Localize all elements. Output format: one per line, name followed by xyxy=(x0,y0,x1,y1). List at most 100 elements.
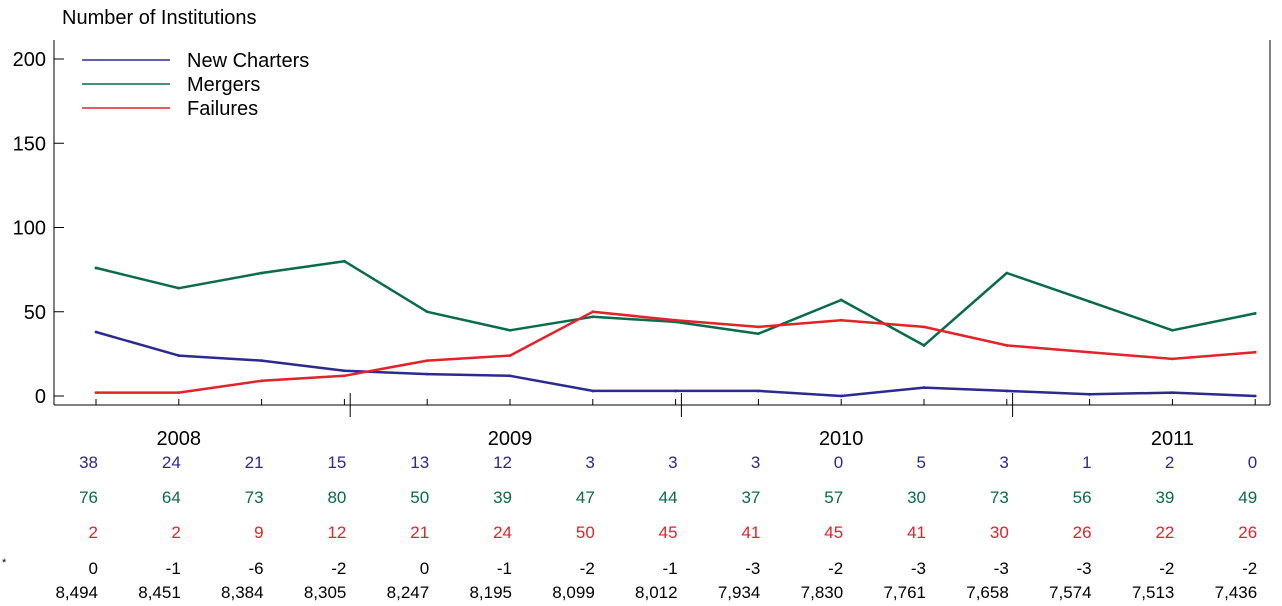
legend-label: Failures xyxy=(187,98,258,120)
series-point xyxy=(94,330,98,334)
table-cell: 7,658 xyxy=(966,583,1009,602)
series-point xyxy=(177,354,181,357)
series-line xyxy=(96,310,1256,394)
table-cell: 8,012 xyxy=(635,583,678,602)
series-point xyxy=(922,344,926,347)
table-cell: 8,099 xyxy=(552,583,595,602)
table-cell: 41 xyxy=(907,523,926,542)
series-point xyxy=(591,310,595,314)
table-cell: -3 xyxy=(994,559,1009,578)
table-cell: 5 xyxy=(917,453,926,472)
data-table: 38 24 21 15 13 12 3 3 3 0 5 3 1 2 076 64 73 80 50 39 47 44 37 5… xyxy=(2,453,1257,602)
series-point xyxy=(674,389,677,393)
series-point xyxy=(508,328,512,332)
table-cell: -6 xyxy=(248,559,263,578)
table-cell: 8,195 xyxy=(469,583,512,602)
series-point xyxy=(922,325,926,329)
table-cell: 73 xyxy=(245,488,264,507)
series-point xyxy=(343,369,346,373)
series-point xyxy=(1171,357,1174,361)
series-point xyxy=(1088,300,1091,304)
series-point xyxy=(1253,312,1257,315)
table-cell: 24 xyxy=(493,523,512,542)
table-cell: 12 xyxy=(493,453,512,472)
series-point xyxy=(1005,271,1009,275)
series-point xyxy=(591,315,595,319)
table-cell: -3 xyxy=(911,559,926,578)
table-cell: 7,513 xyxy=(1132,583,1175,602)
series-point xyxy=(1253,394,1257,398)
table-cell: 44 xyxy=(659,488,678,507)
table-cell: 76 xyxy=(79,488,98,507)
series-point xyxy=(757,389,760,393)
legend-label: Mergers xyxy=(187,74,260,96)
table-cell: 22 xyxy=(1155,523,1174,542)
series-point xyxy=(1088,392,1091,396)
table-cell: 21 xyxy=(245,453,264,472)
series-point xyxy=(1005,389,1009,393)
series-point xyxy=(1088,350,1091,354)
table-cell: 8,451 xyxy=(138,583,181,602)
series-point xyxy=(922,386,926,389)
series-point xyxy=(839,394,843,398)
table-cell: 8,247 xyxy=(387,583,430,602)
table-row-marker: * xyxy=(2,557,7,569)
series-point xyxy=(177,286,181,290)
table-cell: 2 xyxy=(171,523,180,542)
y-tick-label: 0 xyxy=(35,386,46,408)
series-point xyxy=(674,318,677,322)
table-cell: 3 xyxy=(751,453,760,472)
table-cell: 56 xyxy=(1073,488,1092,507)
series-point xyxy=(260,379,263,383)
table-cell: 7,574 xyxy=(1049,583,1092,602)
table-cell: 57 xyxy=(824,488,843,507)
table-cell: -3 xyxy=(745,559,760,578)
table-cell: 7,830 xyxy=(801,583,844,602)
series-point xyxy=(343,259,346,263)
series-point xyxy=(1253,350,1257,354)
series-point xyxy=(1171,391,1174,395)
series-point xyxy=(260,271,263,275)
table-cell: 41 xyxy=(741,523,760,542)
series-point xyxy=(425,359,429,363)
series-point xyxy=(757,332,760,336)
table-cell: 39 xyxy=(493,488,512,507)
table-cell: 64 xyxy=(162,488,181,507)
table-cell: -1 xyxy=(662,559,677,578)
table-cell: -3 xyxy=(1076,559,1091,578)
table-cell: 0 xyxy=(834,453,843,472)
table-cell: 30 xyxy=(990,523,1009,542)
table-cell: 7,934 xyxy=(718,583,761,602)
table-cell: 45 xyxy=(659,523,678,542)
table-cell: 8,384 xyxy=(221,583,264,602)
table-cell: 38 xyxy=(79,453,98,472)
table-cell: 49 xyxy=(1238,488,1257,507)
y-tick-labels: 0 50 100 150 200 xyxy=(13,49,64,408)
table-cell: 0 xyxy=(420,559,429,578)
year-label: 2010 xyxy=(819,428,864,450)
series-point xyxy=(839,318,843,322)
table-cell: 7,436 xyxy=(1215,583,1258,602)
table-cell: -2 xyxy=(331,559,346,578)
table-cell: 9 xyxy=(254,523,263,542)
series-point xyxy=(591,389,595,393)
table-cell: 50 xyxy=(410,488,429,507)
table-cell: 39 xyxy=(1155,488,1174,507)
series-lines xyxy=(94,259,1257,398)
x-ticks xyxy=(95,393,1256,417)
series-point xyxy=(343,374,346,378)
table-cell: 3 xyxy=(585,453,594,472)
table-cell: 13 xyxy=(410,453,429,472)
series-point xyxy=(425,372,429,376)
table-cell: 15 xyxy=(327,453,346,472)
table-cell: 26 xyxy=(1238,523,1257,542)
y-axis-label: Number of Institutions xyxy=(62,7,257,29)
series-point xyxy=(508,374,512,378)
year-labels: 2008 2009 2010 2011 xyxy=(157,428,1194,450)
year-label: 2009 xyxy=(488,428,533,450)
table-cell: 26 xyxy=(1073,523,1092,542)
series-point xyxy=(177,391,181,395)
y-tick-label: 100 xyxy=(13,218,46,240)
year-label: 2008 xyxy=(157,428,202,450)
